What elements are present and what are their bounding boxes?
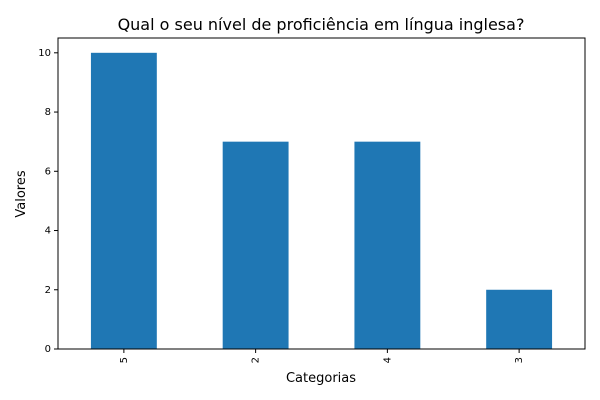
x-ticks-group: 5 2 4 3 — [119, 349, 525, 363]
bar-5 — [90, 52, 157, 350]
y-ticks-group: 0 2 4 6 8 10 — [38, 48, 58, 355]
y-axis-label: Valores — [14, 170, 29, 217]
y-tick-label: 6 — [45, 166, 51, 177]
x-tick-label: 5 — [119, 357, 130, 363]
bar-2 — [222, 141, 289, 349]
y-tick-label: 8 — [45, 107, 51, 118]
y-tick-label: 0 — [45, 344, 51, 355]
bars-group — [90, 52, 553, 350]
x-tick-label: 2 — [251, 357, 262, 363]
y-tick-label: 4 — [45, 226, 51, 237]
plot-frame — [57, 37, 586, 350]
x-tick-label: 3 — [514, 357, 525, 363]
y-tick-label: 2 — [45, 285, 51, 296]
chart-title: Qual o seu nível de proficiência em líng… — [118, 15, 525, 34]
bar-3 — [486, 289, 553, 349]
x-tick-label: 4 — [382, 357, 393, 363]
x-axis-label: Categorias — [286, 371, 356, 386]
y-tick-label: 10 — [38, 48, 51, 59]
bar-4 — [354, 141, 421, 349]
